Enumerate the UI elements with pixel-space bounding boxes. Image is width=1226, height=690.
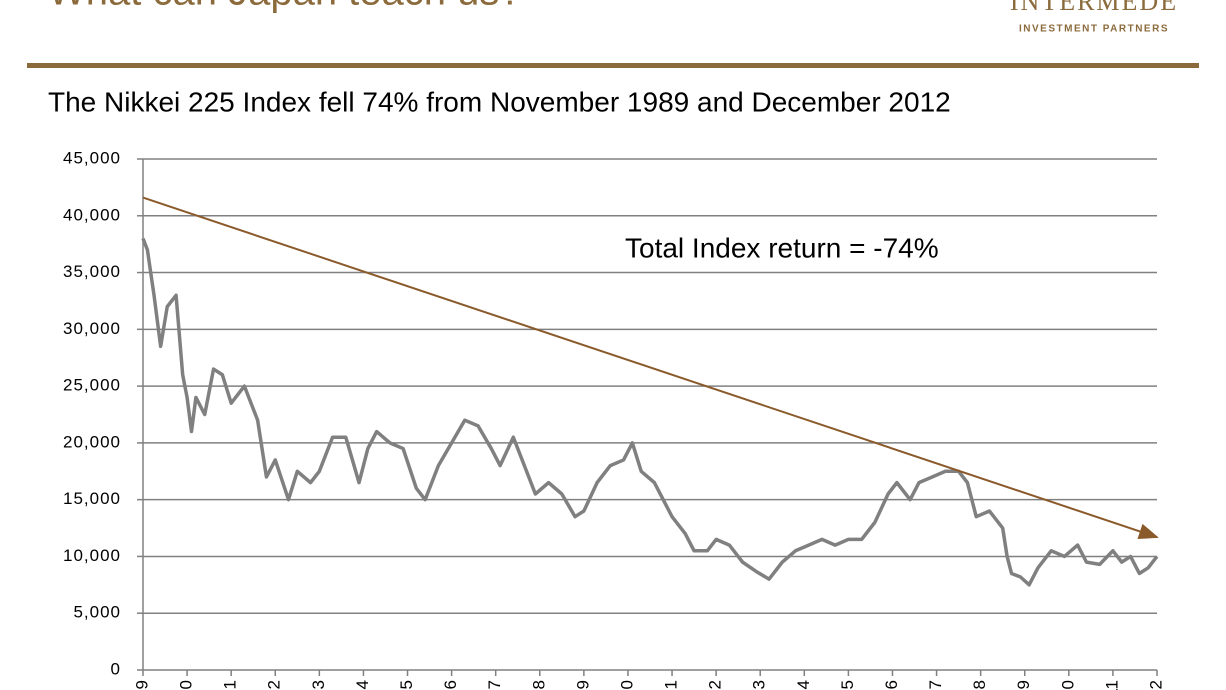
x-tick-label: 04 [794, 680, 813, 690]
x-tick-label: 90 [177, 680, 196, 690]
x-tick-label: 07 [926, 680, 945, 690]
x-tick-label: 95 [397, 680, 416, 690]
y-tick-label: 25,000 [63, 376, 121, 395]
x-tick-label: 06 [882, 680, 901, 690]
logo: INTERMEDE [1010, 0, 1178, 16]
x-tick-label: 02 [706, 680, 725, 690]
y-tick-label: 0 [111, 659, 121, 678]
x-tick-label: 10 [1058, 680, 1077, 690]
x-tick-label: 98 [529, 680, 548, 690]
y-tick-label: 45,000 [63, 148, 121, 167]
x-tick-label: 94 [353, 680, 372, 690]
x-tick-label: 01 [662, 680, 681, 690]
x-tick-label: 89 [132, 680, 151, 690]
logo-sub: INVESTMENT PARTNERS [1019, 24, 1169, 35]
data-line [141, 237, 1159, 587]
chart-title: The Nikkei 225 Index fell 74% from Novem… [48, 86, 951, 117]
x-tick-label: 11 [1102, 680, 1121, 690]
x-tick-label: 05 [838, 680, 857, 690]
x-tick-label: 97 [485, 680, 504, 690]
slide-title: What can Japan teach us? [48, 0, 522, 14]
header-rule [27, 63, 1199, 68]
y-tick-label: 10,000 [63, 546, 121, 565]
y-tick-label: 20,000 [63, 432, 121, 451]
x-tick-label: 99 [573, 680, 592, 690]
x-tick-label: 08 [970, 680, 989, 690]
y-tick-label: 5,000 [73, 603, 121, 622]
x-tick-label: 92 [265, 680, 284, 690]
x-tick-label: 12 [1146, 680, 1165, 690]
x-tick-label: 91 [221, 680, 240, 690]
x-tick-label: 09 [1014, 680, 1033, 690]
x-tick-label: 03 [750, 680, 769, 690]
trend-line [142, 196, 1159, 540]
x-tick-label: 00 [617, 680, 636, 690]
y-tick-label: 15,000 [63, 489, 121, 508]
x-tick-label: 93 [309, 680, 328, 690]
y-tick-label: 35,000 [63, 262, 121, 281]
y-tick-label: 40,000 [63, 205, 121, 224]
y-tick-label: 30,000 [63, 319, 121, 338]
annotation: Total Index return = -74% [625, 232, 939, 263]
x-tick-label: 96 [441, 680, 460, 690]
